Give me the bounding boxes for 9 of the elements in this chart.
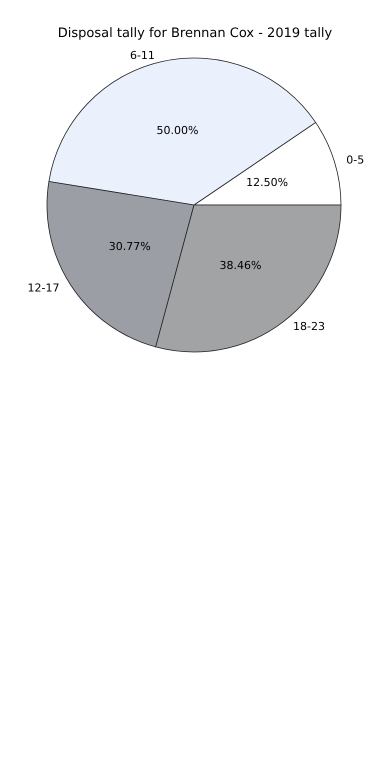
data-label: 38.46%: [220, 259, 262, 272]
slice-label: 18-23: [293, 320, 325, 333]
slice-label: 0-5: [346, 154, 364, 167]
slice-label: 6-11: [130, 49, 155, 62]
data-label: 12.50%: [246, 176, 288, 190]
slice-label: 12-17: [27, 281, 60, 294]
chart-title: Disposal tally for Brennan Cox - 2019 tally: [58, 26, 333, 41]
data-label: 50.00%: [156, 124, 198, 137]
data-label: 30.77%: [108, 240, 151, 253]
